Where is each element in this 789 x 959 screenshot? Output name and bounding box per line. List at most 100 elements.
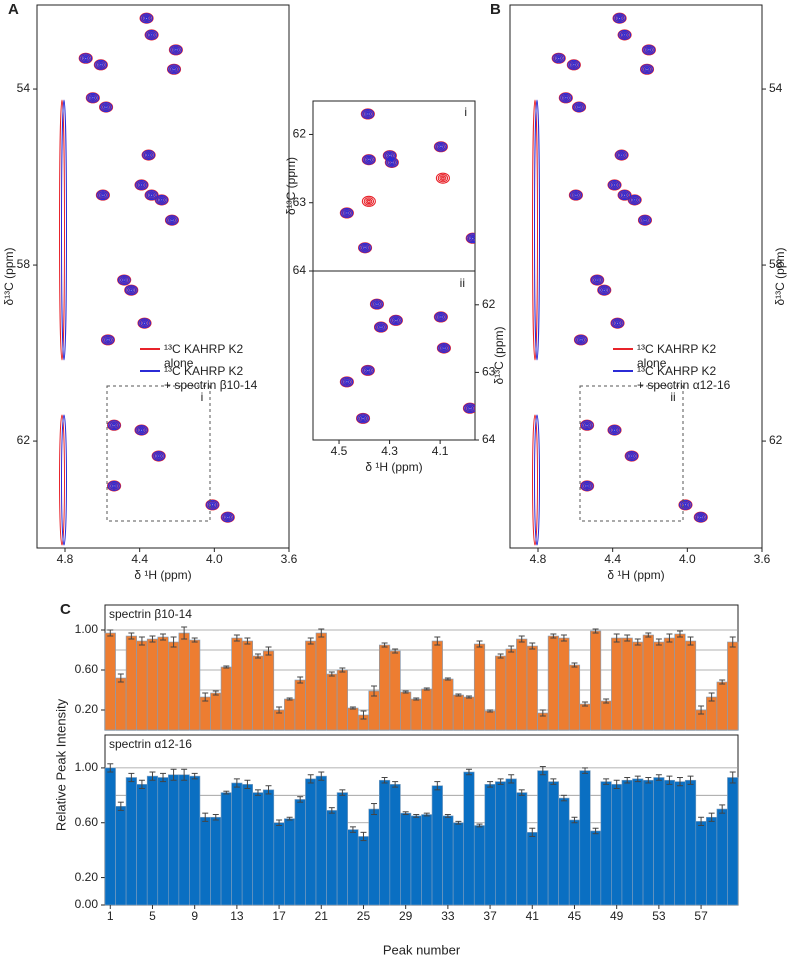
bar xyxy=(262,789,275,906)
contour-ring xyxy=(577,337,585,343)
contour-ring xyxy=(553,54,564,63)
bar xyxy=(241,784,253,906)
bar xyxy=(336,669,348,731)
contour-ring xyxy=(590,274,604,286)
peak xyxy=(140,13,153,24)
error-bar xyxy=(560,794,567,802)
peak xyxy=(374,322,388,333)
error-bar xyxy=(328,671,335,677)
contour-ring xyxy=(172,47,180,53)
contour-ring xyxy=(632,198,637,202)
contour-ring xyxy=(640,64,654,75)
bar xyxy=(104,767,116,906)
error-bar xyxy=(138,779,145,789)
peak xyxy=(569,190,583,201)
bar xyxy=(168,774,180,906)
error-bar xyxy=(465,768,472,776)
bar xyxy=(611,784,623,906)
bar xyxy=(600,700,612,731)
contour-ring xyxy=(342,378,352,386)
bar xyxy=(621,779,633,906)
x-tick-label: 4.8 xyxy=(530,552,547,566)
x-tick-label: 49 xyxy=(610,909,624,923)
contour-ring xyxy=(436,313,446,321)
bar xyxy=(706,696,718,731)
contour-ring xyxy=(364,367,372,373)
peak xyxy=(145,190,159,201)
contour-ring xyxy=(146,153,151,157)
bar xyxy=(400,812,412,906)
contour-ring xyxy=(367,158,371,162)
contour-ring xyxy=(696,513,706,521)
contour-ring xyxy=(345,211,349,215)
contour-ring xyxy=(390,160,394,164)
contour-ring xyxy=(167,216,177,224)
contour-ring xyxy=(572,102,586,113)
contour-ring xyxy=(156,454,161,458)
error-bar xyxy=(212,690,219,696)
contour-ring xyxy=(593,277,601,283)
contour-ring xyxy=(570,62,578,68)
error-bar xyxy=(719,804,726,814)
bar xyxy=(463,696,475,731)
x-tick-label: 1 xyxy=(107,909,114,923)
error-bar xyxy=(676,630,683,638)
contour-ring xyxy=(172,67,176,71)
error-bar xyxy=(413,697,420,701)
bar xyxy=(589,630,602,731)
error-bar xyxy=(613,779,620,789)
peak xyxy=(694,512,708,523)
contour-ring xyxy=(224,514,231,520)
error-bar xyxy=(487,781,494,788)
contour-ring xyxy=(574,334,588,345)
contour-ring xyxy=(101,193,105,197)
error-bar xyxy=(360,710,367,720)
contour-ring xyxy=(145,190,159,201)
x-tick-label: 33 xyxy=(441,909,455,923)
bar xyxy=(695,821,707,906)
contour-ring xyxy=(697,514,704,520)
error-bar xyxy=(465,695,472,699)
error-bar xyxy=(708,692,715,702)
contour-ring xyxy=(383,150,397,161)
bar xyxy=(621,637,633,731)
contour-ring xyxy=(441,176,445,180)
contour-ring xyxy=(174,48,178,52)
y-tick-label: 58 xyxy=(17,257,31,271)
bar xyxy=(189,639,201,731)
contour-ring xyxy=(389,315,403,326)
error-bar xyxy=(676,777,683,787)
error-bar xyxy=(107,629,114,637)
error-bar xyxy=(392,781,399,788)
bar xyxy=(431,785,443,906)
contour-ring xyxy=(141,320,148,326)
contour-ring xyxy=(439,315,443,319)
error-bar xyxy=(297,796,304,803)
contour-ring xyxy=(439,344,449,352)
contour-ring xyxy=(621,192,628,198)
peak xyxy=(679,499,692,510)
contour-ring xyxy=(611,182,618,188)
contour-ring xyxy=(362,154,376,165)
contour-ring xyxy=(342,209,352,217)
bar xyxy=(442,678,454,731)
error-bar xyxy=(613,633,620,643)
legend-label: ¹³C KAHRP K2 alone xyxy=(637,342,717,370)
bar xyxy=(284,818,296,906)
contour-ring xyxy=(367,199,371,203)
peak xyxy=(221,512,235,523)
error-bar xyxy=(339,667,346,673)
panel-letter: B xyxy=(490,1,501,18)
contour-ring xyxy=(629,196,640,204)
title-box xyxy=(106,736,216,752)
peak xyxy=(615,150,629,161)
bar xyxy=(326,810,338,906)
spectrum xyxy=(339,298,475,424)
contour-ring xyxy=(463,403,475,414)
contour-ring xyxy=(628,194,642,205)
error-bar xyxy=(719,679,726,685)
error-bar xyxy=(318,771,325,781)
contour-ring xyxy=(612,183,617,187)
contour-ring xyxy=(552,53,566,64)
bar xyxy=(357,836,370,906)
